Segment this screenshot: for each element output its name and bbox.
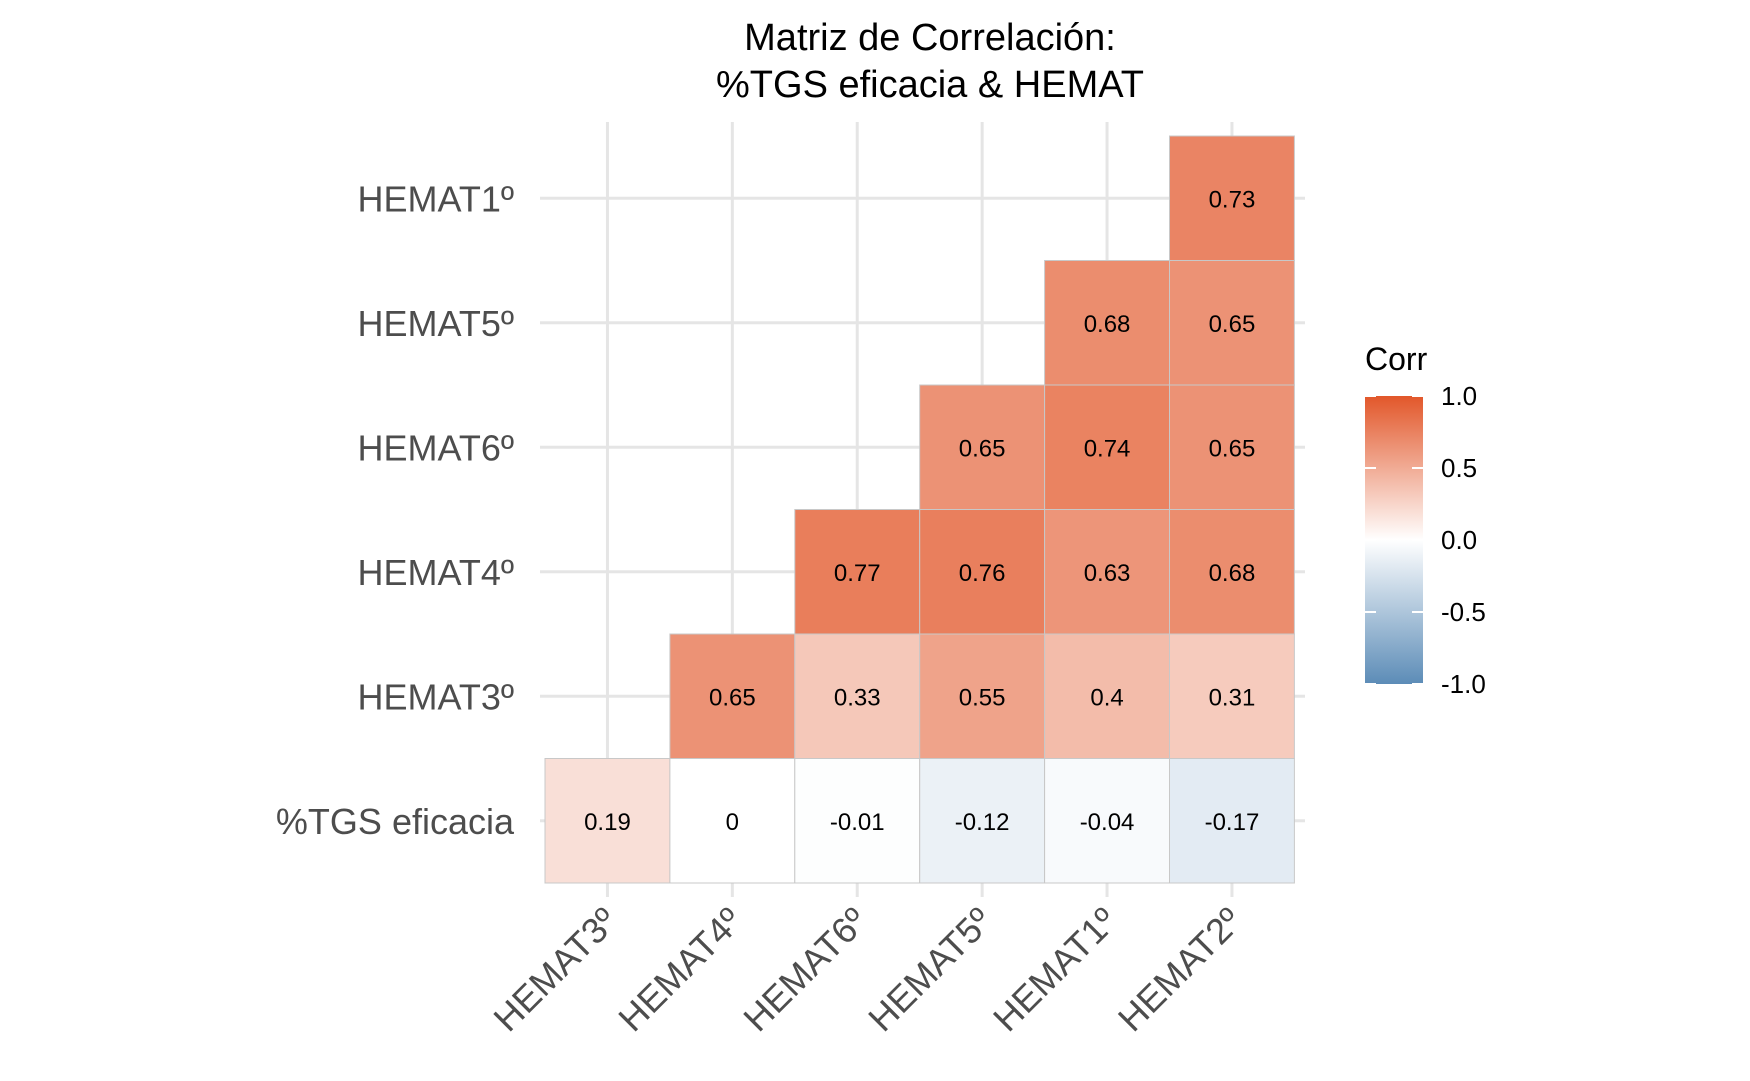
cell-labels: 0.19 0 -0.01 -0.12 -0.04 -0.17 0.65 0.33 0.55 0.4… — [584, 186, 1259, 836]
heatmap-cell — [794, 633, 921, 759]
x-tick-label: HEMAT6º — [735, 900, 875, 1040]
x-tick-label: HEMAT4º — [610, 900, 750, 1040]
title-line-2: %TGS eficacia & HEMAT — [716, 64, 1144, 106]
cell-value-label: 0.63 — [1084, 560, 1131, 587]
heatmap-cell — [1044, 509, 1170, 635]
cell-value-label: 0.74 — [1084, 435, 1131, 462]
heatmap-cell — [1044, 260, 1170, 386]
y-tick-label: HEMAT3º — [358, 676, 515, 717]
y-tick-label: HEMAT4º — [358, 552, 515, 593]
legend: Corr 1.0 0.5 0.0 -0.5 -1.0 — [1365, 341, 1486, 699]
heatmap-cell — [1169, 260, 1295, 386]
heatmap-cell — [669, 758, 796, 884]
legend-tick-label: 0.5 — [1441, 453, 1477, 483]
y-tick-label: %TGS eficacia — [276, 801, 515, 842]
heatmap-cell — [1169, 509, 1295, 635]
heatmap-cell — [1044, 384, 1170, 510]
cell-value-label: -0.01 — [830, 809, 885, 836]
cell-value-label: 0.65 — [959, 435, 1006, 462]
y-axis-tick-labels: %TGS eficacia HEMAT3º HEMAT4º HEMAT6º HEMAT5… — [276, 178, 515, 842]
x-tick-label: HEMAT1º — [985, 900, 1125, 1040]
cell-value-label: 0.4 — [1090, 684, 1123, 711]
cell-value-label: -0.04 — [1080, 809, 1135, 836]
y-tick-label: HEMAT6º — [358, 427, 515, 468]
chart-title: Matriz de Correlación: %TGS eficacia & H… — [716, 17, 1144, 106]
y-tick-label: HEMAT5º — [358, 303, 515, 344]
cell-value-label: 0.65 — [1209, 311, 1256, 338]
legend-tick-label: 1.0 — [1441, 381, 1477, 411]
cell-value-label: 0.68 — [1084, 311, 1131, 338]
cell-value-label: 0.68 — [1209, 560, 1256, 587]
heatmap-cell — [1044, 758, 1170, 884]
cell-value-label: -0.12 — [955, 809, 1010, 836]
cell-value-label: 0.55 — [959, 684, 1006, 711]
cell-value-label: 0.77 — [834, 560, 881, 587]
x-tick-label: HEMAT3º — [485, 900, 625, 1040]
cell-value-label: 0.73 — [1209, 186, 1256, 213]
legend-tick-label: -0.5 — [1441, 597, 1486, 627]
cell-value-label: -0.17 — [1205, 809, 1260, 836]
heatmap-cell — [1169, 135, 1295, 261]
title-line-1: Matriz de Correlación: — [744, 17, 1116, 59]
legend-tick-label: -1.0 — [1441, 669, 1486, 699]
heatmap-cell — [1044, 633, 1170, 759]
cell-value-label: 0 — [726, 809, 739, 836]
x-tick-label: HEMAT5º — [860, 900, 1000, 1040]
legend-title: Corr — [1365, 341, 1428, 377]
x-axis-tick-labels: HEMAT3ºHEMAT4ºHEMAT6ºHEMAT5ºHEMAT1ºHEMAT… — [485, 900, 1249, 1040]
heatmap-cells — [544, 135, 1295, 884]
heatmap-cell — [544, 758, 671, 884]
y-tick-label: HEMAT1º — [358, 178, 515, 219]
heatmap-cell — [919, 509, 1046, 635]
heatmap-cell — [919, 384, 1046, 510]
x-tick-label: HEMAT2º — [1110, 900, 1250, 1040]
heatmap-cell — [1169, 758, 1295, 884]
heatmap-cell — [1169, 633, 1295, 759]
heatmap-cell — [669, 633, 796, 759]
cell-value-label: 0.19 — [584, 809, 631, 836]
cell-value-label: 0.33 — [834, 684, 881, 711]
legend-ticks: 1.0 0.5 0.0 -0.5 -1.0 — [1365, 381, 1486, 699]
legend-tick-label: 0.0 — [1441, 525, 1477, 555]
heatmap-cell — [794, 509, 921, 635]
cell-value-label: 0.31 — [1209, 684, 1256, 711]
cell-value-label: 0.65 — [1209, 435, 1256, 462]
heatmap-cell — [1169, 384, 1295, 510]
cell-value-label: 0.76 — [959, 560, 1006, 587]
cell-value-label: 0.65 — [709, 684, 756, 711]
